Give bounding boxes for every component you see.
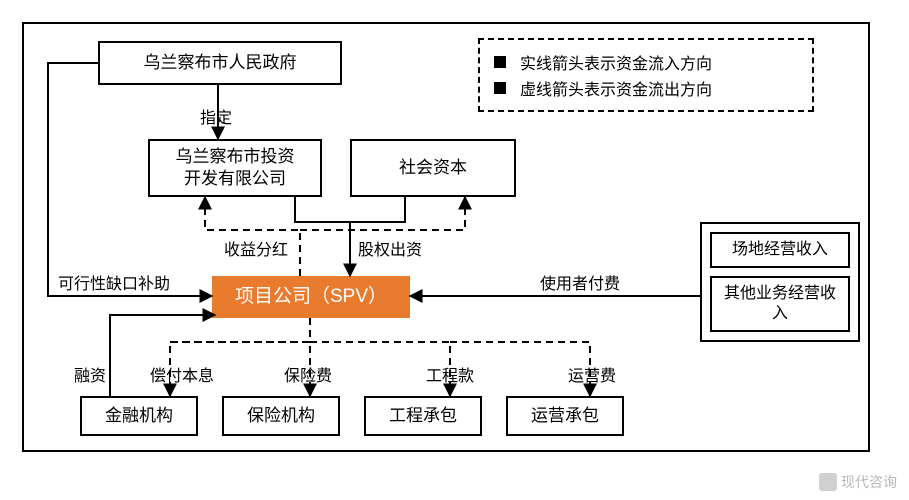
income-item-venue: 场地经营收入 — [710, 232, 850, 268]
income-item-venue-label: 场地经营收入 — [732, 241, 828, 258]
label-dividend: 收益分红 — [224, 236, 288, 260]
node-operate: 运营承包 — [506, 396, 624, 436]
legend-box: 实线箭头表示资金流入方向 虚线箭头表示资金流出方向 — [478, 38, 814, 112]
wechat-icon — [819, 473, 837, 491]
label-designate: 指定 — [200, 104, 232, 128]
legend-square-icon — [494, 56, 506, 68]
node-insurance: 保险机构 — [222, 396, 340, 436]
node-finance: 金融机构 — [80, 396, 198, 436]
label-userpay: 使用者付费 — [540, 270, 620, 294]
node-finance-label: 金融机构 — [105, 405, 173, 427]
label-repay: 偿付本息 — [150, 362, 214, 386]
node-invco: 乌兰察布市投资 开发有限公司 — [148, 139, 322, 197]
node-insurance-label: 保险机构 — [247, 405, 315, 427]
legend-square-icon — [494, 82, 506, 94]
label-opfee: 运营费 — [568, 362, 616, 386]
label-engfee: 工程款 — [426, 362, 474, 386]
node-spv: 项目公司（SPV） — [212, 276, 410, 318]
watermark-text: 现代咨询 — [841, 472, 897, 492]
label-equity: 股权出资 — [358, 236, 422, 260]
node-construct: 工程承包 — [364, 396, 482, 436]
income-item-other-label: 其他业务经营收入 — [724, 285, 836, 322]
node-operate-label: 运营承包 — [531, 405, 599, 427]
legend-text-solid: 实线箭头表示资金流入方向 — [520, 50, 712, 74]
node-construct-label: 工程承包 — [389, 405, 457, 427]
income-item-other: 其他业务经营收入 — [710, 276, 850, 332]
legend-text-dashed: 虚线箭头表示资金流出方向 — [520, 76, 712, 100]
node-gov: 乌兰察布市人民政府 — [98, 41, 342, 85]
label-financing: 融资 — [74, 362, 106, 386]
watermark: 现代咨询 — [819, 472, 897, 492]
legend-row-solid: 实线箭头表示资金流入方向 — [494, 50, 798, 74]
label-insfee: 保险费 — [284, 362, 332, 386]
node-spv-label: 项目公司（SPV） — [235, 285, 387, 310]
node-gov-label: 乌兰察布市人民政府 — [144, 52, 297, 74]
node-social: 社会资本 — [350, 139, 516, 197]
legend-row-dashed: 虚线箭头表示资金流出方向 — [494, 76, 798, 100]
income-group-box: 场地经营收入 其他业务经营收入 — [700, 222, 860, 342]
label-subsidy: 可行性缺口补助 — [58, 270, 170, 294]
node-invco-label: 乌兰察布市投资 开发有限公司 — [176, 146, 295, 190]
node-social-label: 社会资本 — [399, 157, 467, 179]
